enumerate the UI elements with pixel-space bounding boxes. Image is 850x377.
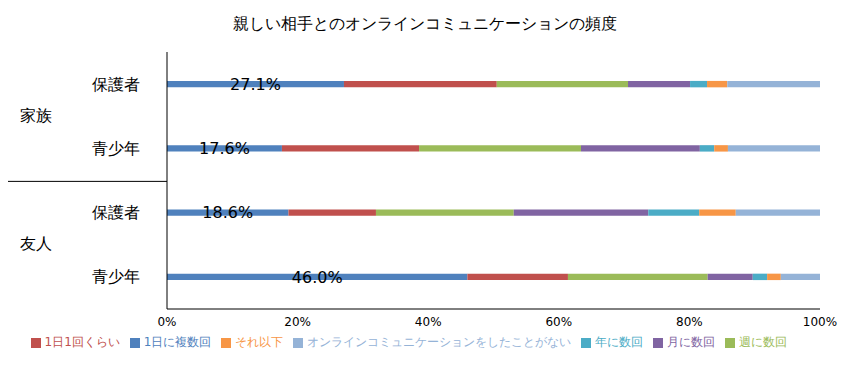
svg-text:80%: 80%	[676, 315, 703, 329]
svg-text:青少年: 青少年	[92, 139, 140, 158]
svg-text:100%: 100%	[803, 315, 837, 329]
html-text:年に数回: 年に数回	[595, 335, 644, 349]
svg-text:保護者: 保護者	[92, 75, 140, 94]
svg-text:60%: 60%	[545, 315, 572, 329]
svg-text:40%: 40%	[415, 315, 442, 329]
svg-text:0%: 0%	[157, 315, 176, 329]
svg-text:保護者: 保護者	[92, 203, 140, 222]
svg-text:46.0%: 46.0%	[292, 268, 343, 287]
svg-text:友人: 友人	[20, 234, 52, 253]
html-text:オンラインコミュニケーションをしたことがない: オンラインコミュニケーションをしたことがない	[307, 335, 572, 349]
html-text:親しい相手とのオンラインコミュニケーションの頻度: 親しい相手とのオンラインコミュニケーションの頻度	[233, 14, 617, 33]
svg-text:青少年: 青少年	[92, 267, 140, 286]
svg-text:27.1%: 27.1%	[230, 75, 281, 94]
html-text:月に数回: 月に数回	[667, 335, 716, 349]
html-text:週に数回: 週に数回	[739, 335, 788, 349]
html-text:1日1回くらい: 1日1回くらい	[44, 335, 120, 349]
svg-text:家族: 家族	[20, 106, 52, 125]
svg-text:18.6%: 18.6%	[202, 203, 253, 222]
html-text:それ以下: それ以下	[235, 335, 284, 349]
svg-text:17.6%: 17.6%	[199, 139, 250, 158]
svg-text:20%: 20%	[284, 315, 311, 329]
html-text:1日に複数回: 1日に複数回	[143, 335, 212, 349]
